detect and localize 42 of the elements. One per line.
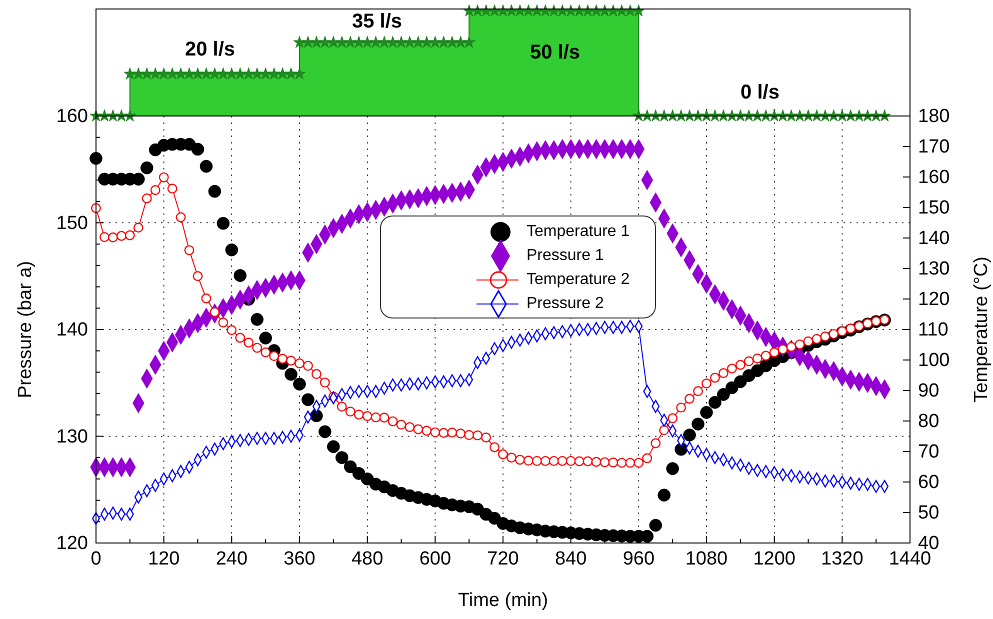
x-tick-label: 1320: [821, 548, 864, 570]
annotation: 20 l/s: [184, 38, 236, 60]
legend-label: Temperature 1: [526, 223, 630, 240]
annotation: 35 l/s: [352, 10, 402, 32]
y2-tick-label: 70: [918, 442, 940, 463]
y-tick-label: 160: [56, 106, 88, 128]
x-tick-label: 360: [284, 548, 316, 570]
y2-tick-label: 60: [918, 472, 940, 494]
x-tick-label: 840: [554, 548, 587, 570]
y2-tick-label: 50: [918, 502, 940, 524]
x-tick-label: 480: [351, 548, 384, 570]
y-tick-label: 130: [56, 426, 88, 448]
legend-label: Temperature 2: [526, 271, 630, 288]
y-tick-label: 120: [56, 533, 88, 554]
annotation: 50 l/s: [530, 41, 580, 64]
x-tick-label: 0: [90, 548, 102, 570]
x-tick-label: 240: [216, 548, 248, 570]
y2-tick-label: 150: [918, 198, 950, 219]
y2-axis-title: Temperature (°C): [971, 256, 992, 402]
legend-label: Pressure 1: [526, 247, 604, 264]
x-tick-label: 600: [419, 548, 452, 570]
y2-tick-label: 80: [918, 411, 940, 432]
x-tick-label: 1200: [753, 548, 796, 570]
y2-tick-label: 100: [918, 350, 950, 372]
annotation: 0 l/s: [740, 81, 780, 104]
y2-tick-label: 90: [918, 380, 940, 402]
x-tick-label: 960: [622, 548, 655, 570]
x-tick-label: 720: [487, 548, 519, 570]
legend-label: Pressure 2: [526, 295, 604, 312]
y2-tick-label: 170: [918, 136, 950, 158]
y2-tick-label: 180: [918, 106, 950, 128]
y-axis-title: Pressure (bar a): [15, 260, 36, 398]
y2-tick-label: 140: [918, 228, 950, 250]
x-tick-label: 120: [148, 548, 180, 570]
y2-tick-label: 160: [918, 167, 950, 188]
x-tick-label: 1080: [685, 548, 728, 570]
y-tick-label: 150: [56, 212, 88, 234]
x-axis-title: Time (min): [458, 590, 548, 611]
y-tick-label: 140: [56, 320, 88, 341]
y2-tick-label: 120: [918, 289, 950, 310]
y2-tick-label: 130: [918, 258, 950, 280]
y2-tick-label: 110: [918, 320, 948, 341]
